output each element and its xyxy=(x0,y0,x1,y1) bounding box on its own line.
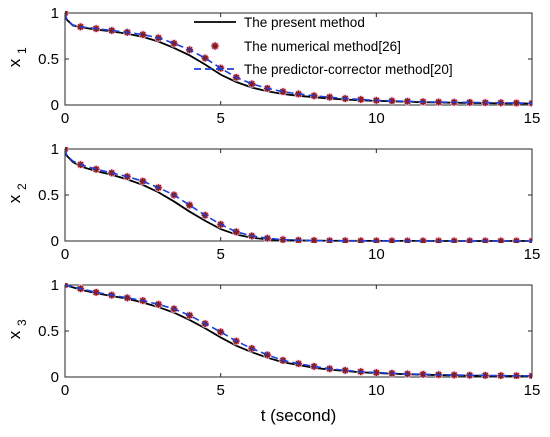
data-point xyxy=(200,53,210,63)
x-tick-label: 0 xyxy=(61,246,69,263)
data-point xyxy=(356,95,365,104)
data-point xyxy=(107,26,116,35)
y-tick-label: 1 xyxy=(51,5,59,22)
legend-entry: The numerical method[26] xyxy=(210,39,401,54)
x-tick-label: 15 xyxy=(524,382,541,399)
legend-entry: The predictor-corrector method[20] xyxy=(194,62,453,77)
y-tick-label: 0.5 xyxy=(38,51,59,68)
x-tick-label: 5 xyxy=(216,382,224,399)
data-point xyxy=(434,97,443,107)
legend: The present method The numerical method[2… xyxy=(194,15,453,77)
data-point xyxy=(169,39,179,48)
series-line-predictor-corrector xyxy=(65,284,532,377)
x-tick-label: 10 xyxy=(368,246,385,263)
x-tick-label: 0 xyxy=(61,382,69,399)
x-tick-label: 10 xyxy=(368,110,385,127)
data-point xyxy=(91,288,101,297)
axes-frame xyxy=(64,12,533,106)
y-tick-label: 0 xyxy=(51,97,59,114)
series-line-predictor-corrector xyxy=(65,148,532,242)
x-tick-label: 15 xyxy=(524,110,541,127)
y-tick-label: 0 xyxy=(51,233,59,250)
data-point xyxy=(527,371,532,379)
x-tick-label: 5 xyxy=(216,110,224,127)
data-point xyxy=(138,30,148,39)
y-axis-label-subscript: 1 xyxy=(15,47,29,54)
data-point xyxy=(185,311,194,320)
data-point xyxy=(247,79,256,89)
series-group xyxy=(65,283,532,379)
legend-marker xyxy=(211,42,219,50)
data-point xyxy=(465,98,474,107)
x-tick-label: 10 xyxy=(368,382,385,399)
legend-label: The present method xyxy=(244,15,365,30)
axes-frame xyxy=(64,148,533,242)
y-tick-label: 1 xyxy=(51,277,59,294)
y-tick-label: 0.5 xyxy=(38,323,59,340)
y-axis-label-text: x xyxy=(5,330,24,339)
data-point xyxy=(154,300,163,309)
legend-entry: The present method xyxy=(194,15,365,30)
y-axis-label-subscript: 2 xyxy=(15,183,29,190)
y-tick-label: 0.5 xyxy=(38,187,59,204)
data-point xyxy=(372,368,381,377)
series-line-predictor-corrector xyxy=(65,12,532,104)
data-point xyxy=(449,370,459,379)
y-axis-label-subscript: 3 xyxy=(15,319,29,326)
data-point xyxy=(512,98,521,107)
data-point xyxy=(418,370,428,379)
legend-label: The predictor-corrector method[20] xyxy=(244,62,453,77)
legend-label: The numerical method[26] xyxy=(244,39,401,54)
data-point xyxy=(216,327,225,337)
y-axis-label: x1 xyxy=(5,47,29,67)
y-tick-label: 1 xyxy=(51,141,59,158)
y-axis-label-text: x xyxy=(5,58,24,67)
x-tick-label: 0 xyxy=(61,110,69,127)
x-tick-label: 5 xyxy=(216,246,224,263)
y-axis-label: x2 xyxy=(5,183,29,203)
y-tick-label: 0 xyxy=(51,369,59,386)
data-point xyxy=(341,366,350,375)
x-axis-label: t (second) xyxy=(261,406,337,425)
data-point xyxy=(278,87,288,96)
series-group xyxy=(65,147,532,243)
data-point xyxy=(232,227,241,236)
x-tick-label: 15 xyxy=(524,246,541,263)
data-point xyxy=(185,200,194,210)
data-point xyxy=(325,92,334,102)
y-axis-label: x3 xyxy=(5,319,29,339)
data-point xyxy=(278,235,288,243)
y-axis-label-text: x xyxy=(5,194,24,203)
series-group xyxy=(65,11,532,107)
data-point xyxy=(123,293,132,303)
